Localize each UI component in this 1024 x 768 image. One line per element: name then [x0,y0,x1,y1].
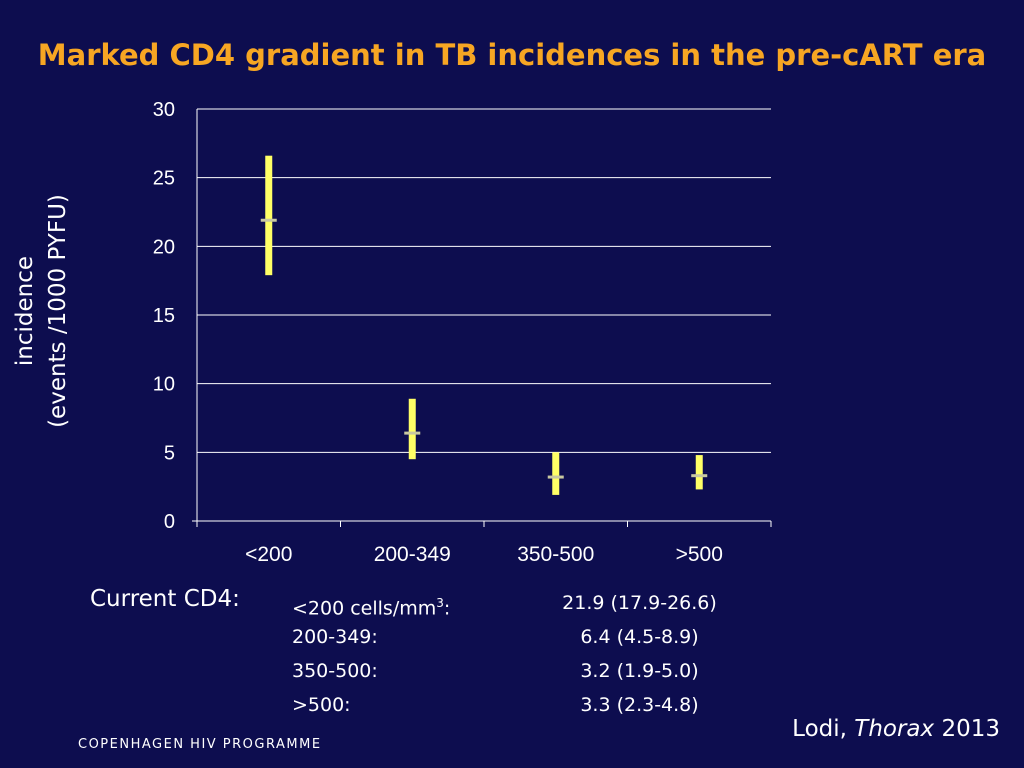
cd4-table-label: Current CD4: [90,586,240,612]
y-tick-label: 0 [164,511,175,533]
confidence-interval-bar [695,455,703,490]
y-tick-label: 15 [153,305,175,327]
cd4-value: 3.3 (2.3-4.8) [580,694,699,716]
x-tick-label: <200 [245,543,292,566]
confidence-interval-bar [265,155,273,276]
footer-programme-name: COPENHAGEN HIV PROGRAMME [78,737,322,752]
y-axis-label: incidence (events /1000 PYFU) [9,91,75,531]
y-tick-label: 10 [153,374,175,396]
y-axis-label-line1: incidence [12,255,38,367]
y-tick-label: 30 [153,99,175,121]
citation: Lodi, Thorax 2013 [792,716,1000,742]
cd4-category: <200 cells/mm3: [292,596,451,620]
point-estimate-marker [547,475,564,479]
point-estimate-marker [260,218,277,222]
cd4-category: 200-349: [292,626,378,648]
point-estimate-marker [691,474,708,478]
cd4-category: 350-500: [292,660,378,682]
x-tick-label: 350-500 [517,543,594,566]
cd4-value: 21.9 (17.9-26.6) [562,592,717,614]
x-tick-label: >500 [676,543,723,566]
point-estimate-marker [404,431,421,435]
cd4-category: >500: [292,694,351,716]
cd4-value: 3.2 (1.9-5.0) [580,660,699,682]
y-axis-label-line2: (events /1000 PYFU) [45,194,71,428]
x-tick-label: 200-349 [374,543,451,566]
cd4-value: 6.4 (4.5-8.9) [580,626,699,648]
slide-title: Marked CD4 gradient in TB incidences in … [37,38,987,72]
y-tick-label: 25 [153,168,175,190]
y-tick-label: 5 [164,442,175,464]
y-tick-label: 20 [153,236,175,258]
confidence-interval-bar [408,398,416,460]
confidence-interval-bar [552,452,560,495]
